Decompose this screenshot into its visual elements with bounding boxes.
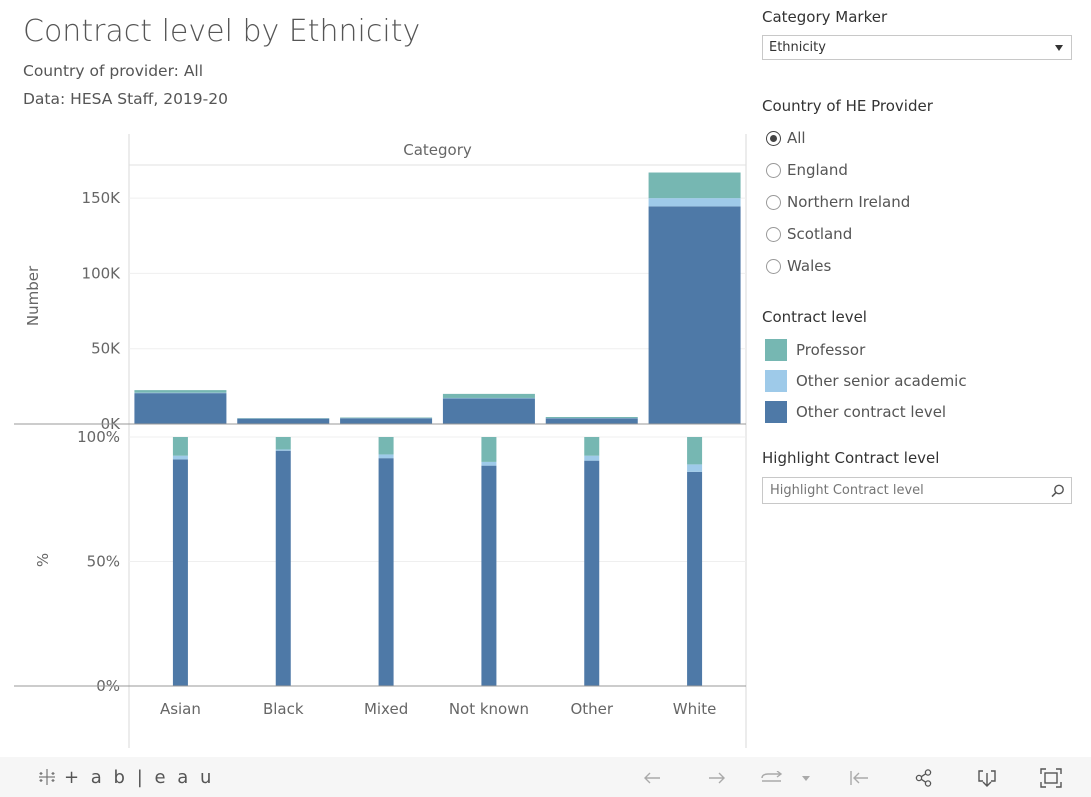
tableau-toolbar: + a b | e a u — [0, 757, 1091, 797]
x-tick-label: Asian — [160, 700, 201, 718]
dashboard-title: Contract level by Ethnicity — [23, 14, 421, 49]
bar-other-contract-level — [172, 459, 188, 686]
y-axis-label: Number — [24, 265, 42, 326]
bar-other-senior-academic — [687, 464, 703, 472]
legend-swatch — [765, 401, 787, 423]
radio-option-scotland[interactable]: Scotland — [766, 223, 852, 245]
y-axis-label: % — [34, 553, 52, 567]
bar-other-contract-level — [442, 398, 535, 424]
radio-button-icon[interactable] — [766, 130, 781, 146]
bar-professor — [172, 437, 188, 456]
bar-professor — [442, 393, 535, 398]
bar-other-senior-academic — [275, 449, 291, 451]
y-tick-label: 100K — [82, 264, 122, 282]
bar-other-senior-academic — [584, 455, 600, 461]
legend-title: Contract level — [762, 308, 867, 326]
legend-item-other-senior-academic[interactable]: Other senior academic — [765, 370, 967, 392]
x-tick-label: Other — [570, 700, 613, 718]
bar-other-contract-level — [275, 450, 291, 686]
category-marker-selected: Ethnicity — [769, 40, 826, 55]
country-filter-label: Country of HE Provider — [762, 97, 933, 115]
highlight-search-input[interactable] — [762, 477, 1072, 504]
bar-professor — [687, 437, 703, 465]
bar-other-contract-level — [584, 460, 600, 686]
bar-other-contract-level — [237, 418, 330, 424]
bar-other-senior-academic — [172, 455, 188, 460]
radio-option-england[interactable]: England — [766, 159, 848, 181]
bar-other-senior-academic — [378, 454, 394, 459]
redo-icon[interactable] — [705, 767, 729, 789]
tableau-logo[interactable]: + a b | e a u — [36, 766, 214, 788]
bar-other-senior-academic — [648, 198, 741, 207]
x-tick-label: Mixed — [364, 700, 408, 718]
x-tick-label: White — [673, 700, 717, 718]
legend-swatch — [765, 339, 787, 361]
bar-professor — [545, 416, 638, 419]
subtitle-data-source: Data: HESA Staff, 2019-20 — [23, 90, 228, 108]
bar-professor — [134, 390, 227, 393]
tableau-logo-icon — [39, 769, 55, 785]
bar-professor — [648, 172, 741, 199]
x-tick-label: Not known — [449, 700, 529, 718]
bar-professor — [340, 417, 433, 419]
radio-button-icon[interactable] — [766, 194, 781, 210]
legend-swatch — [765, 370, 787, 392]
bar-other-contract-level — [687, 471, 703, 686]
subtitle-country: Country of provider: All — [23, 62, 204, 80]
reset-icon[interactable] — [847, 767, 871, 789]
search-icon[interactable] — [1050, 483, 1066, 499]
category-marker-dropdown[interactable]: Ethnicity — [762, 35, 1072, 60]
revert-icon[interactable] — [758, 767, 788, 789]
y-tick-label: 50K — [91, 340, 121, 358]
bar-other-contract-level — [134, 393, 227, 424]
highlight-label: Highlight Contract level — [762, 449, 940, 467]
bar-professor — [481, 437, 497, 462]
category-marker-label: Category Marker — [762, 8, 888, 26]
share-icon[interactable] — [912, 767, 936, 789]
radio-button-icon[interactable] — [766, 258, 781, 274]
x-tick-label: Black — [263, 700, 304, 718]
tableau-logo-text: + a b | e a u — [64, 766, 215, 788]
radio-button-icon[interactable] — [766, 162, 781, 178]
undo-icon[interactable] — [640, 767, 664, 789]
legend-item-other-contract-level[interactable]: Other contract level — [765, 401, 946, 423]
fullscreen-icon[interactable] — [1039, 767, 1063, 789]
bar-other-contract-level — [378, 458, 394, 686]
bar-other-contract-level — [545, 418, 638, 424]
legend-item-professor[interactable]: Professor — [765, 339, 865, 361]
dropdown-arrow-icon[interactable] — [799, 767, 813, 789]
bar-professor — [275, 437, 291, 450]
radio-option-northern-ireland[interactable]: Northern Ireland — [766, 191, 910, 213]
y-tick-label: 150K — [82, 189, 122, 207]
bar-professor — [378, 437, 394, 455]
y-tick-label: 100% — [77, 428, 120, 446]
download-icon[interactable] — [975, 767, 999, 789]
stacked-bar-chart: Category0K50K100K150KNumber0%50%100%%Asi… — [14, 134, 747, 748]
bar-other-contract-level — [340, 418, 433, 424]
bar-other-contract-level — [481, 465, 497, 686]
y-tick-label: 50% — [87, 553, 120, 571]
radio-button-icon[interactable] — [766, 226, 781, 242]
column-header: Category — [403, 141, 472, 159]
bar-other-senior-academic — [481, 461, 497, 466]
radio-option-wales[interactable]: Wales — [766, 255, 831, 277]
bar-other-contract-level — [648, 206, 741, 424]
bar-professor — [584, 437, 600, 456]
chevron-down-icon — [1055, 45, 1063, 51]
radio-option-all[interactable]: All — [766, 127, 806, 149]
